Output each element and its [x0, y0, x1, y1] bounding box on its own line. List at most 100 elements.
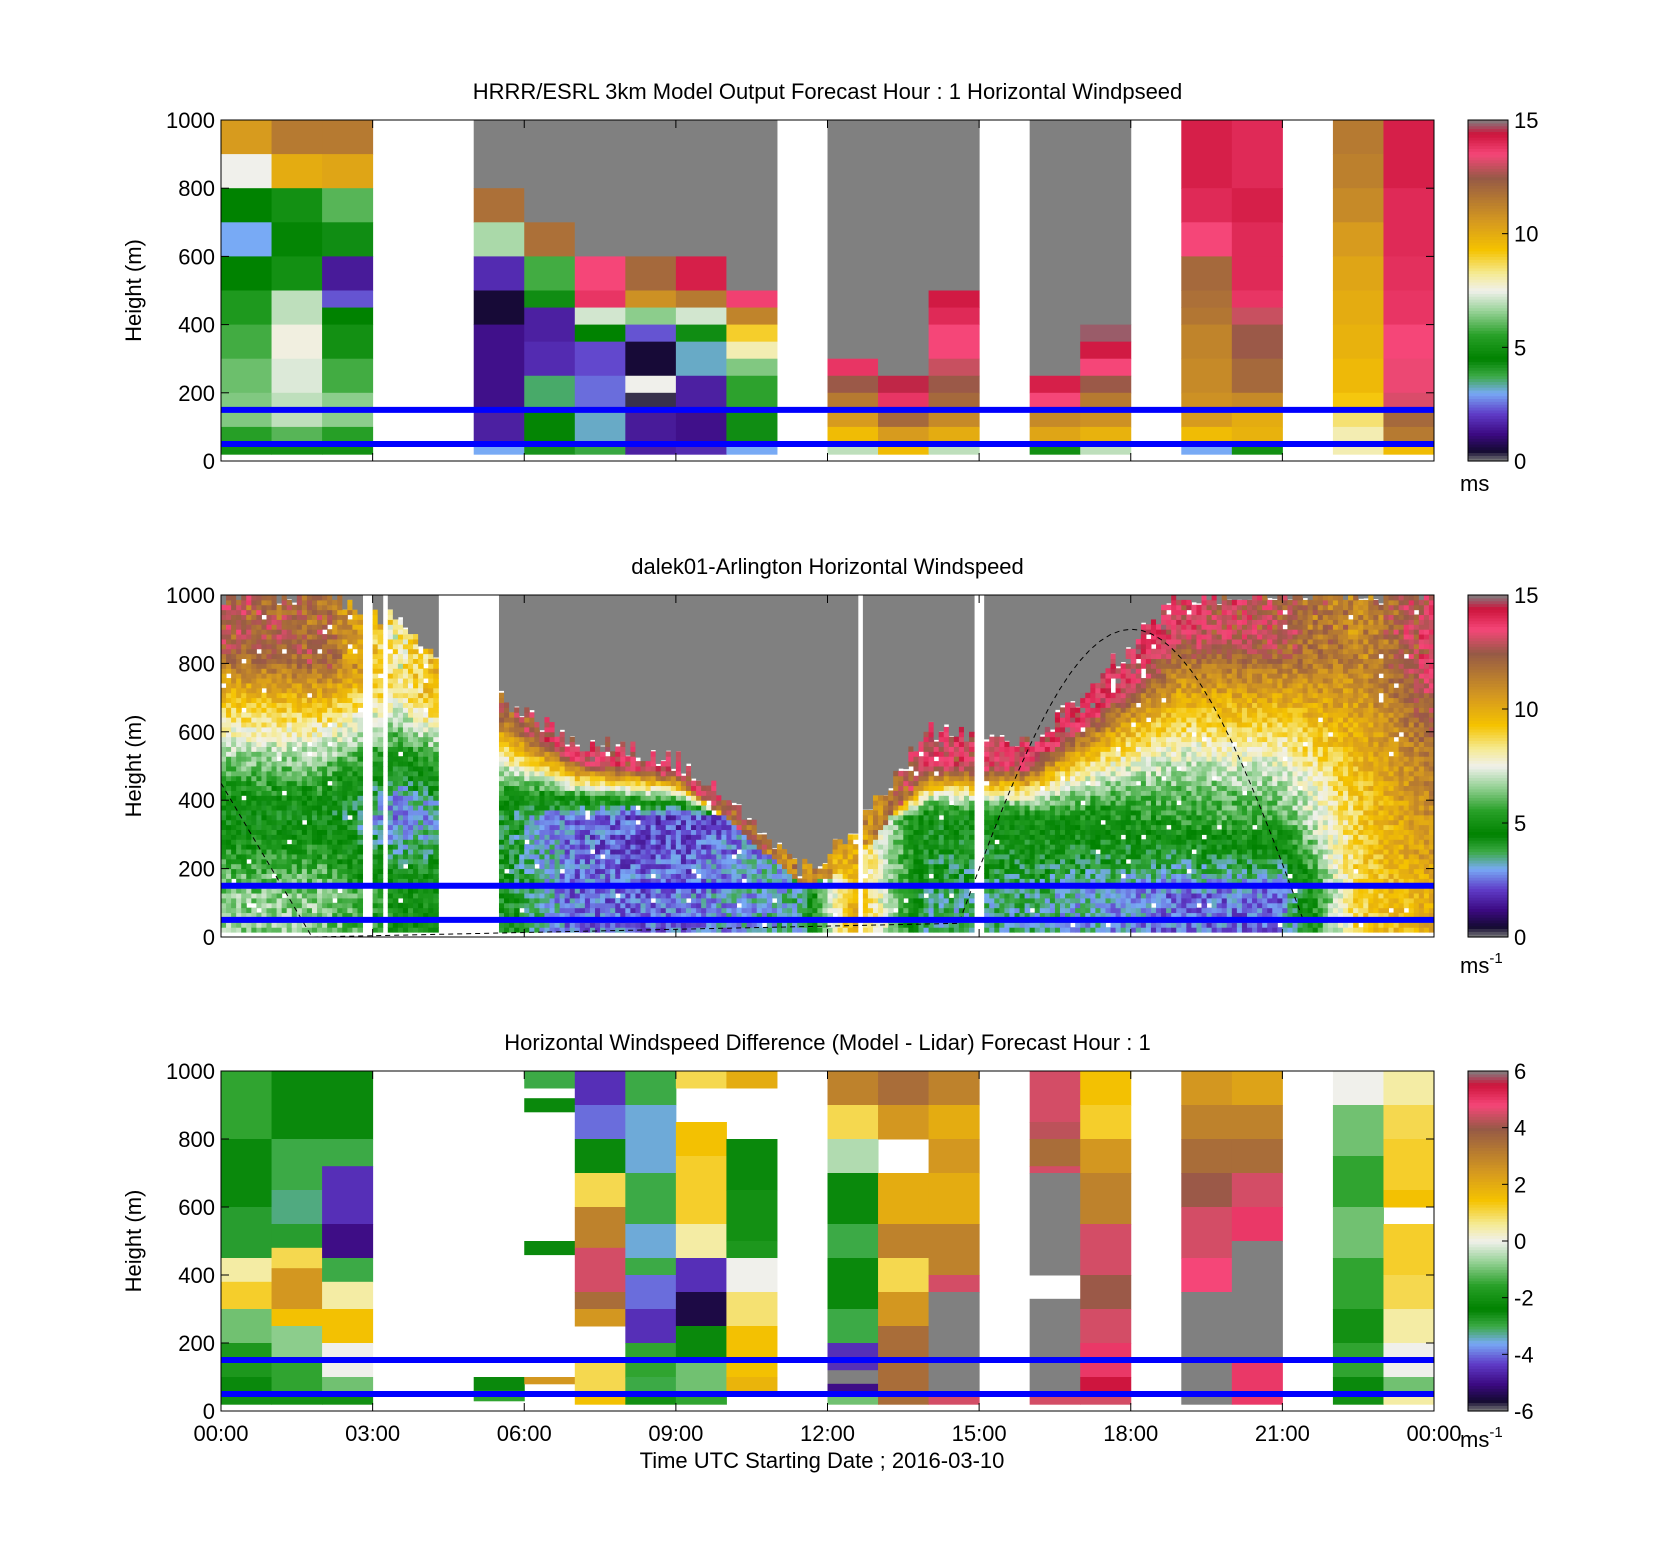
heatmap-cell: [428, 878, 434, 884]
heatmap-cell: [241, 624, 247, 630]
heatmap-cell: [317, 775, 323, 782]
heatmap-cell: [620, 746, 626, 752]
heatmap-cell: [589, 927, 596, 933]
heatmap-cell: [347, 761, 353, 767]
heatmap-cell: [286, 893, 293, 899]
heatmap-cell: [256, 912, 262, 918]
heatmap-cell: [529, 853, 535, 860]
heatmap-cell: [691, 912, 697, 918]
heatmap-cell: [402, 893, 409, 899]
heatmap-cell: [357, 922, 364, 928]
heatmap-cell: [387, 638, 394, 645]
heatmap-cell: [271, 604, 278, 611]
heatmap-cell: [332, 731, 338, 738]
heatmap-cell: [731, 897, 738, 904]
heatmap-cell: [579, 595, 586, 753]
heatmap-cell: [372, 814, 379, 821]
heatmap-cell: [291, 712, 298, 718]
colorbar-segment: [1468, 384, 1508, 388]
heatmap-cell: [246, 595, 252, 601]
heatmap-cell: [392, 844, 399, 850]
heatmap-cell: [751, 888, 758, 894]
heatmap-cell: [549, 912, 556, 918]
heatmap-cell: [524, 761, 530, 767]
heatmap-cell: [711, 853, 717, 860]
heatmap-cell: [433, 868, 439, 874]
heatmap-cell: [221, 609, 227, 616]
heatmap-cell: [655, 824, 662, 831]
heatmap-cell: [281, 829, 288, 835]
heatmap-cell: [498, 902, 505, 909]
heatmap-cell: [579, 770, 586, 777]
heatmap-cell: [276, 912, 283, 918]
heatmap-cell: [1029, 443, 1081, 455]
heatmap-cell: [428, 853, 434, 860]
heatmap-cell: [524, 809, 530, 816]
heatmap-cell: [584, 907, 591, 914]
heatmap-cell: [589, 785, 596, 791]
colorbar-segment: [1468, 191, 1508, 195]
heatmap-cell: [256, 785, 262, 791]
heatmap-cell: [241, 780, 247, 787]
heatmap-cell: [236, 927, 242, 933]
heatmap-cell: [782, 595, 788, 851]
heatmap-cell: [256, 751, 262, 757]
heatmap-cell: [397, 643, 404, 650]
heatmap-cell: [246, 673, 252, 679]
heatmap-cell: [221, 634, 227, 640]
heatmap-cell: [524, 893, 530, 899]
heatmap-cell: [660, 829, 667, 835]
heatmap-cell: [377, 629, 384, 635]
heatmap-cell: [544, 790, 551, 796]
heatmap-cell: [397, 839, 404, 845]
heatmap-cell: [782, 927, 788, 933]
heatmap-cell: [615, 888, 621, 894]
heatmap-cell: [387, 717, 394, 723]
heatmap-cell: [625, 824, 631, 831]
heatmap-cell: [251, 809, 257, 816]
heatmap-cell: [397, 712, 404, 718]
heatmap-cell: [256, 868, 262, 874]
heatmap-cell: [286, 785, 293, 791]
heatmap-cell: [1332, 222, 1384, 257]
heatmap-cell: [711, 849, 717, 855]
heatmap-cell: [276, 790, 283, 796]
heatmap-cell: [332, 614, 338, 620]
heatmap-cell: [352, 785, 358, 791]
heatmap-cell: [519, 829, 525, 835]
heatmap-cell: [645, 878, 652, 884]
heatmap-cell: [665, 844, 672, 850]
heatmap-cell: [524, 717, 530, 723]
heatmap-cell: [680, 893, 687, 899]
heatmap-cell: [266, 746, 273, 752]
heatmap-cell: [549, 853, 556, 860]
heatmap-cell: [640, 780, 647, 787]
heatmap-cell: [549, 834, 556, 840]
heatmap-cell: [271, 426, 323, 445]
heatmap-cell: [504, 702, 510, 708]
heatmap-cell: [226, 809, 232, 816]
heatmap-cell: [372, 819, 379, 826]
heatmap-cell: [716, 849, 722, 855]
heatmap-cell: [600, 595, 606, 746]
heatmap-cell: [276, 707, 283, 713]
colorbar-segment: [1468, 230, 1508, 235]
heatmap-cell: [281, 736, 288, 743]
heatmap-cell: [650, 751, 657, 757]
heatmap-cell: [600, 888, 606, 894]
heatmap-cell: [670, 863, 677, 870]
heatmap-cell: [559, 844, 566, 850]
colorbar-segment: [1468, 429, 1508, 434]
heatmap-cell: [291, 726, 298, 733]
heatmap-cell: [236, 741, 242, 747]
heatmap-cell: [387, 741, 394, 747]
heatmap-cell: [256, 736, 262, 743]
heatmap-cell: [569, 893, 576, 899]
heatmap-cell: [514, 814, 520, 821]
heatmap-cell: [716, 800, 722, 806]
heatmap-cell: [554, 741, 561, 747]
heatmap-cell: [261, 619, 267, 625]
heatmap-cell: [251, 643, 257, 650]
heatmap-cell: [281, 824, 288, 831]
heatmap-cell: [251, 912, 257, 918]
